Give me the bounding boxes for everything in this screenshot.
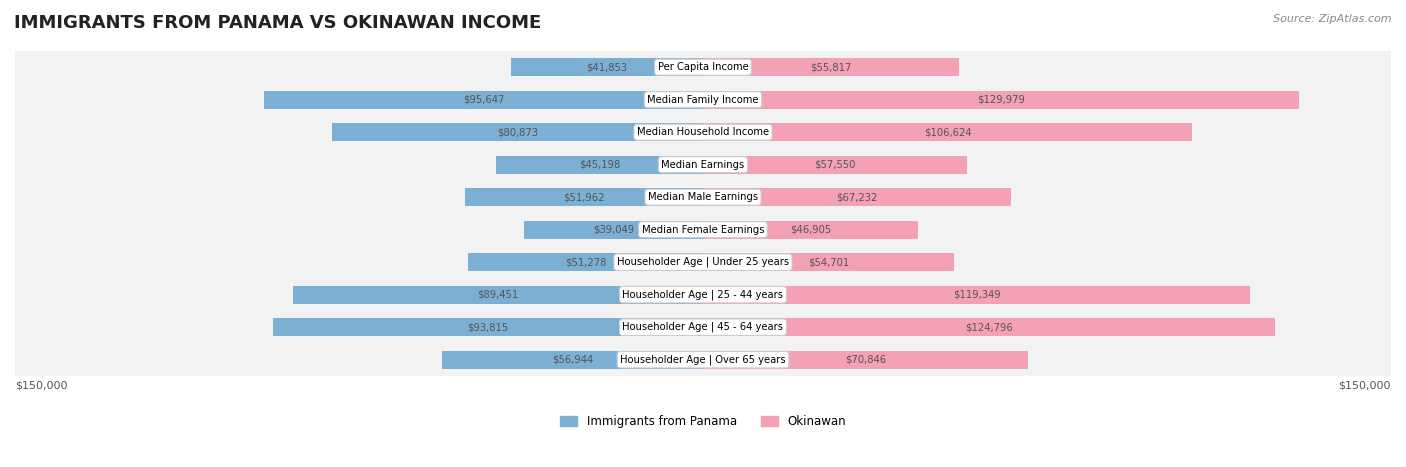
Legend: Immigrants from Panama, Okinawan: Immigrants from Panama, Okinawan [555, 410, 851, 433]
Bar [273, 318, 703, 336]
Text: Householder Age | 25 - 44 years: Householder Age | 25 - 44 years [623, 290, 783, 300]
Text: $70,846: $70,846 [845, 354, 886, 365]
Text: Median Family Income: Median Family Income [647, 95, 759, 105]
Text: $46,905: $46,905 [790, 225, 831, 235]
Text: $45,198: $45,198 [579, 160, 620, 170]
Bar [496, 156, 703, 174]
Bar [703, 123, 1192, 141]
Bar [15, 181, 1391, 213]
Bar [15, 213, 1391, 246]
Text: $56,944: $56,944 [551, 354, 593, 365]
Text: $41,853: $41,853 [586, 62, 627, 72]
Text: $124,796: $124,796 [966, 322, 1014, 332]
Text: Median Female Earnings: Median Female Earnings [641, 225, 765, 235]
Bar [703, 156, 967, 174]
Bar [468, 253, 703, 271]
Bar [15, 84, 1391, 116]
Bar [15, 51, 1391, 84]
Text: Median Earnings: Median Earnings [661, 160, 745, 170]
Bar [703, 318, 1275, 336]
Bar [524, 221, 703, 239]
Bar [441, 351, 703, 368]
Bar [15, 246, 1391, 278]
Bar [510, 58, 703, 76]
Text: $55,817: $55,817 [810, 62, 852, 72]
Bar [332, 123, 703, 141]
Text: $93,815: $93,815 [467, 322, 509, 332]
Text: $54,701: $54,701 [808, 257, 849, 267]
Text: $89,451: $89,451 [477, 290, 519, 300]
Bar [703, 286, 1250, 304]
Bar [292, 286, 703, 304]
Bar [703, 188, 1011, 206]
Text: Householder Age | Over 65 years: Householder Age | Over 65 years [620, 354, 786, 365]
Text: $150,000: $150,000 [1339, 381, 1391, 391]
Text: $106,624: $106,624 [924, 127, 972, 137]
Bar [703, 58, 959, 76]
Text: Householder Age | 45 - 64 years: Householder Age | 45 - 64 years [623, 322, 783, 333]
Bar [15, 311, 1391, 343]
Bar [464, 188, 703, 206]
Text: $51,962: $51,962 [562, 192, 605, 202]
Text: $39,049: $39,049 [593, 225, 634, 235]
Text: Per Capita Income: Per Capita Income [658, 62, 748, 72]
Bar [703, 351, 1028, 368]
Text: Median Household Income: Median Household Income [637, 127, 769, 137]
Text: $119,349: $119,349 [953, 290, 1001, 300]
Text: $51,278: $51,278 [565, 257, 606, 267]
Text: Median Male Earnings: Median Male Earnings [648, 192, 758, 202]
Bar [15, 343, 1391, 376]
Bar [264, 91, 703, 109]
Bar [15, 149, 1391, 181]
Text: Householder Age | Under 25 years: Householder Age | Under 25 years [617, 257, 789, 268]
Text: $95,647: $95,647 [463, 95, 505, 105]
Text: IMMIGRANTS FROM PANAMA VS OKINAWAN INCOME: IMMIGRANTS FROM PANAMA VS OKINAWAN INCOM… [14, 14, 541, 32]
Bar [703, 91, 1299, 109]
Text: $150,000: $150,000 [15, 381, 67, 391]
Bar [703, 221, 918, 239]
Text: Source: ZipAtlas.com: Source: ZipAtlas.com [1274, 14, 1392, 24]
Text: $57,550: $57,550 [814, 160, 856, 170]
Text: $129,979: $129,979 [977, 95, 1025, 105]
Text: $80,873: $80,873 [498, 127, 538, 137]
Text: $67,232: $67,232 [837, 192, 877, 202]
Bar [15, 278, 1391, 311]
Bar [703, 253, 953, 271]
Bar [15, 116, 1391, 149]
